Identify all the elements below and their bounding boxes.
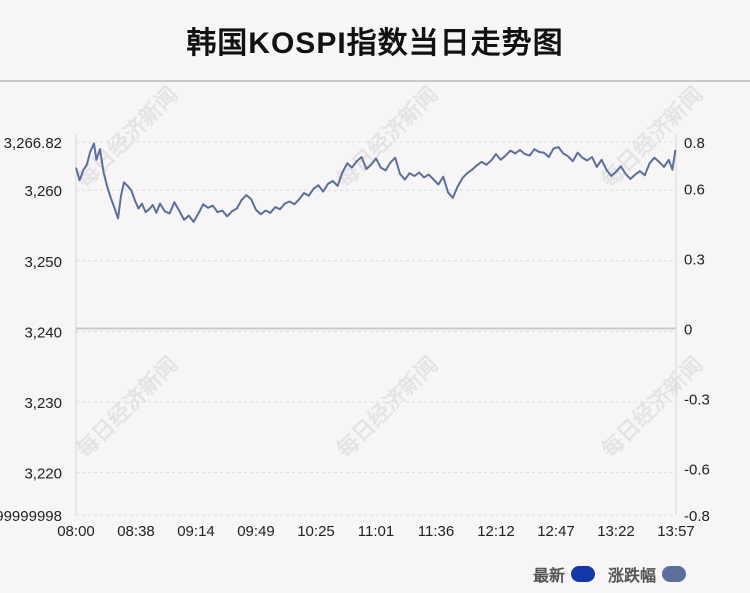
x-tick-label: 08:38 bbox=[117, 523, 155, 540]
y-right-tick-label: -0.3 bbox=[684, 391, 710, 408]
legend-item-latest[interactable]: 最新 bbox=[533, 564, 596, 585]
y-left-tick-label: 3,266.82 bbox=[4, 135, 62, 152]
x-tick-label: 08:00 bbox=[57, 523, 95, 540]
x-tick-label: 09:49 bbox=[237, 523, 275, 540]
y-right-tick-label: 0.6 bbox=[684, 182, 705, 199]
legend-label-change-pct: 涨跌幅 bbox=[608, 568, 657, 585]
legend-swatch-change-pct bbox=[662, 566, 687, 582]
y-right-tick-label: -0.8 bbox=[684, 508, 710, 525]
x-tick-label: 13:22 bbox=[597, 523, 635, 540]
index-price-line bbox=[75, 142, 677, 223]
x-tick-label: 09:14 bbox=[177, 523, 215, 540]
y-right-tick-label: 0 bbox=[684, 322, 692, 339]
y-right-tick-label: -0.6 bbox=[684, 461, 710, 478]
legend-item-change-pct[interactable]: 涨跌幅 bbox=[608, 564, 687, 585]
title-divider bbox=[0, 80, 750, 82]
x-tick-label: 13:57 bbox=[657, 523, 695, 540]
x-tick-label: 10:25 bbox=[297, 523, 335, 540]
y-left-tick-label: 3,230 bbox=[24, 395, 62, 412]
y-left-tick-label: 3,250 bbox=[24, 254, 62, 271]
y-left-tick-label: 3,220 bbox=[24, 466, 62, 483]
legend-label-latest: 最新 bbox=[533, 568, 566, 585]
y-left-tick-label: 3,213.9999999998 bbox=[0, 508, 62, 525]
y-left-tick-label: 3,260 bbox=[24, 183, 62, 200]
chart-title: 韩国KOSPI指数当日走势图 bbox=[186, 27, 564, 60]
x-tick-label: 11:36 bbox=[418, 523, 454, 540]
y-right-tick-label: 0.8 bbox=[684, 135, 705, 152]
x-tick-label: 11:01 bbox=[358, 523, 394, 540]
y-right-tick-label: 0.3 bbox=[684, 252, 705, 269]
legend-swatch-latest bbox=[571, 566, 596, 582]
y-left-tick-label: 3,240 bbox=[24, 324, 62, 341]
x-tick-label: 12:12 bbox=[477, 523, 515, 540]
x-tick-label: 12:47 bbox=[537, 523, 575, 540]
